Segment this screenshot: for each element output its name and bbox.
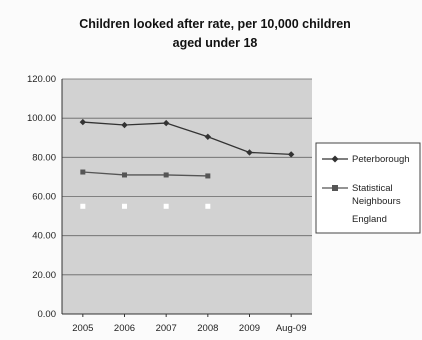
gridlines: [62, 78, 312, 276]
axes: 0.00 20.00 40.00 60.00 80.00 100.00 120.00 2005…: [27, 74, 312, 334]
data-point-peterborough: [287, 151, 295, 158]
y-tick-label: 40.00: [32, 231, 56, 242]
x-tick-label: 2009: [239, 323, 260, 334]
legend-marker-statistical-neighbours: [332, 185, 338, 191]
data-point-statistical-neighbours: [122, 172, 127, 178]
data-point-england: [122, 203, 127, 209]
y-tick-label: 80.00: [32, 152, 56, 163]
y-tick-label: 60.00: [32, 192, 56, 203]
series-line-statistical-neighbours: [82, 171, 208, 177]
chart-title-line-1: Children looked after rate, per 10,000 c…: [79, 17, 351, 31]
legend: Peterborough Statistical Neighbours Engl…: [315, 142, 421, 234]
x-tick-label: 2007: [156, 323, 177, 334]
legend-label-statistical-neighbours-1: Statistical: [352, 183, 393, 194]
data-point-statistical-neighbours: [163, 172, 169, 178]
data-point-england: [163, 203, 169, 209]
data-point-peterborough: [121, 121, 128, 129]
x-tick-label: Aug-09: [276, 323, 307, 334]
y-tick-label: 20.00: [32, 270, 56, 281]
data-point-peterborough: [204, 133, 212, 140]
data-point-statistical-neighbours: [205, 173, 211, 179]
x-tick-label: 2008: [197, 323, 218, 334]
chart-title-line-2: aged under 18: [173, 36, 258, 50]
legend-marker-peterborough: [331, 155, 339, 163]
series-layer: [79, 118, 295, 209]
data-point-statistical-neighbours: [80, 169, 86, 175]
data-point-england: [205, 203, 211, 209]
legend-label-peterborough: Peterborough: [352, 154, 410, 165]
y-tick-label: 0.00: [38, 309, 57, 320]
x-tick-label: 2006: [114, 323, 135, 334]
x-tick-label: 2005: [72, 323, 93, 334]
data-point-peterborough: [246, 149, 253, 156]
legend-label-statistical-neighbours-2: Neighbours: [352, 196, 401, 207]
y-tick-label: 120.00: [27, 74, 56, 85]
y-tick-label: 100.00: [27, 113, 56, 124]
series-line-peterborough: [82, 121, 292, 156]
data-point-england: [80, 203, 86, 209]
data-point-peterborough: [162, 119, 170, 127]
data-point-peterborough: [79, 118, 87, 126]
legend-label-england: England: [352, 214, 387, 225]
